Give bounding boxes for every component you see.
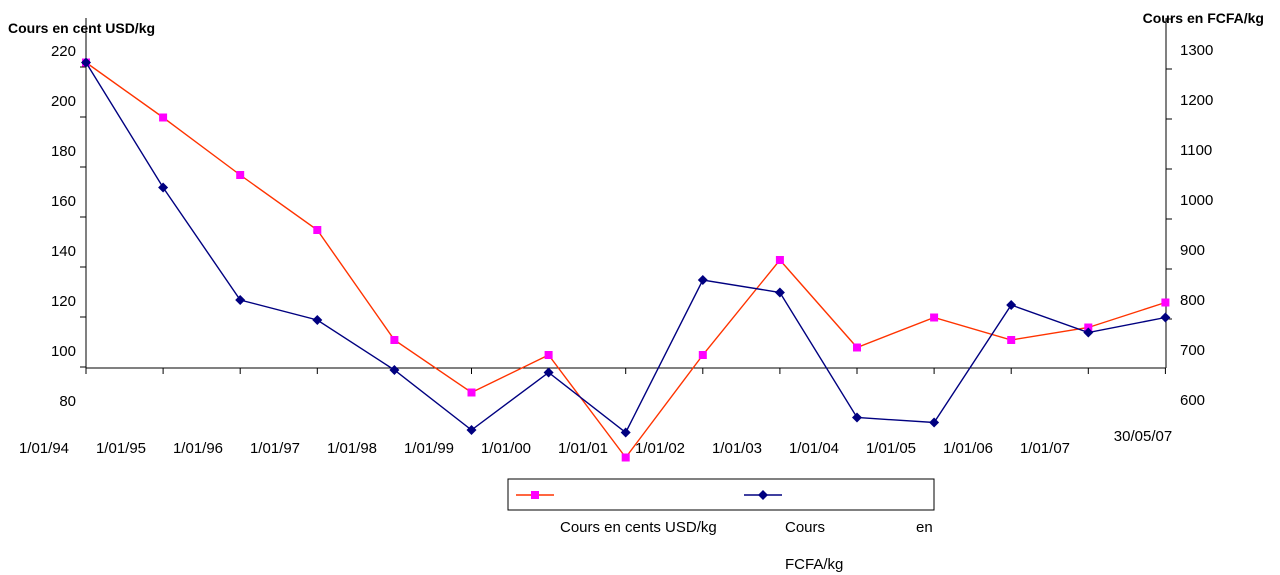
right-tick-label: 900 — [1180, 242, 1205, 259]
usd-point — [236, 171, 245, 179]
usd-point — [853, 343, 861, 352]
left-tick-label: 120 — [51, 293, 76, 310]
fcfa-point — [389, 365, 400, 375]
legend: Cours en cents USD/kg Cours en FCFA/kg — [507, 478, 935, 573]
left-tick-label: 160 — [51, 193, 76, 210]
right-axis: 600 700 800 900 1000 1100 1200 1300 — [1165, 18, 1213, 409]
x-tick-label: 1/01/96 — [173, 440, 223, 457]
fcfa-point — [158, 182, 169, 193]
legend-box — [507, 478, 935, 511]
fcfa-point — [81, 57, 91, 68]
series-line-fcfa — [85, 62, 1166, 434]
right-tick-label: 800 — [1180, 292, 1205, 309]
fcfa-point — [774, 287, 785, 298]
series-line-usd — [85, 61, 1166, 459]
fcfa-point — [543, 367, 554, 378]
right-tick-label: 1000 — [1180, 192, 1213, 209]
x-tick-label: 1/01/02 — [635, 440, 685, 457]
left-tick-label: 220 — [51, 43, 76, 60]
left-tick-label: 100 — [51, 343, 76, 360]
x-tick-label: 1/01/97 — [250, 440, 300, 457]
left-tick-label: 180 — [51, 143, 76, 160]
fcfa-point — [1006, 300, 1017, 310]
right-tick-label: 1100 — [1180, 142, 1212, 159]
left-tick-label: 140 — [51, 243, 76, 260]
usd-point — [467, 388, 476, 397]
right-axis-title: Cours en FCFA/kg — [1143, 10, 1264, 26]
x-tick-label: 1/01/99 — [404, 440, 454, 457]
legend-usd-marker — [531, 491, 539, 499]
fcfa-point — [929, 417, 940, 428]
right-tick-label: 1200 — [1180, 92, 1213, 109]
usd-point — [544, 351, 553, 359]
usd-point — [313, 226, 322, 234]
legend-fcfa-label-part1: Cours — [785, 519, 825, 536]
legend-usd-label: Cours en cents USD/kg — [560, 519, 717, 536]
usd-point — [159, 113, 168, 122]
x-axis: 1/01/94 1/01/95 1/01/96 1/01/97 1/01/98 1/01/… — [19, 367, 1172, 457]
usd-point — [698, 351, 707, 359]
fcfa-point — [852, 412, 862, 423]
right-tick-label: 700 — [1180, 342, 1205, 359]
x-tick-label: 1/01/03 — [712, 440, 762, 457]
legend-fcfa-label-part2: en — [916, 519, 933, 536]
left-axis-title: Cours en cent USD/kg — [8, 20, 155, 36]
left-tick-label: 80 — [59, 393, 76, 410]
x-tick-label: 1/01/07 — [1020, 440, 1070, 457]
usd-point — [775, 256, 784, 264]
x-tick-label: 1/01/05 — [866, 440, 916, 457]
x-tick-label: 1/01/06 — [943, 440, 993, 457]
legend-fcfa-label-part3: FCFA/kg — [785, 556, 843, 573]
right-tick-label: 1300 — [1180, 42, 1213, 59]
x-tick-label: 1/01/98 — [327, 440, 377, 457]
left-axis: 80 100 120 140 160 180 200 220 — [51, 18, 87, 410]
usd-point — [390, 336, 399, 344]
usd-point — [1161, 298, 1170, 307]
x-tick-label: 1/01/95 — [96, 440, 146, 457]
fcfa-point — [1083, 327, 1094, 338]
left-tick-label: 200 — [51, 93, 76, 110]
series-layer — [81, 57, 1171, 462]
usd-point — [1007, 336, 1016, 344]
fcfa-point — [1160, 312, 1171, 323]
x-tick-label: 30/05/07 — [1114, 428, 1172, 445]
right-tick-label: 600 — [1180, 392, 1205, 409]
fcfa-point — [235, 295, 246, 305]
fcfa-point — [620, 427, 631, 438]
usd-point — [930, 313, 939, 322]
usd-point — [621, 453, 630, 462]
fcfa-point — [312, 315, 323, 325]
fcfa-point — [466, 425, 477, 435]
x-tick-label: 1/01/00 — [481, 440, 531, 457]
x-tick-label: 1/01/94 — [19, 440, 69, 457]
fcfa-point — [697, 275, 708, 285]
x-tick-label: 1/01/04 — [789, 440, 839, 457]
legend-fcfa-marker — [758, 490, 768, 500]
x-tick-label: 1/01/01 — [558, 440, 608, 457]
